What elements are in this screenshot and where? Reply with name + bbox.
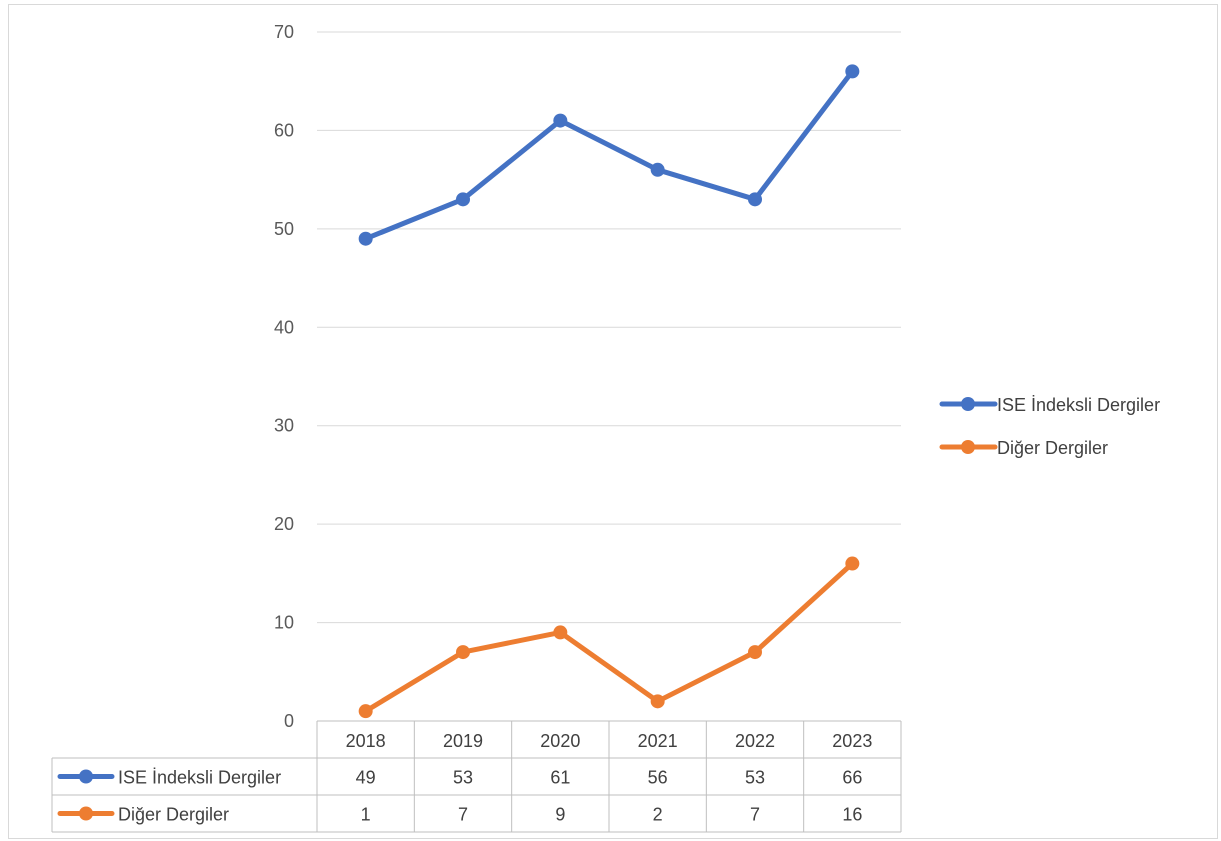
table-series-key-marker — [79, 769, 93, 784]
data-point — [553, 625, 568, 640]
data-point — [650, 162, 665, 177]
table-value-cell: 1 — [361, 805, 371, 825]
y-tick-label: 20 — [274, 514, 294, 534]
data-point — [845, 556, 860, 571]
data-point — [358, 231, 373, 246]
y-tick-label: 50 — [274, 219, 294, 239]
table-value-cell: 66 — [842, 768, 862, 788]
table-value-cell: 16 — [842, 805, 862, 825]
table-value-cell: 9 — [555, 805, 565, 825]
data-table: 2018 2019 2020 2021 2022 2023 ISE İndeksli Der… — [51, 720, 902, 833]
legend-label: ISE İndeksli Dergiler — [997, 395, 1160, 415]
table-header-cell: 2023 — [832, 731, 872, 751]
data-point — [748, 645, 762, 660]
chart-frame — [8, 4, 1218, 839]
data-point — [748, 192, 762, 207]
table-value-cell: 53 — [453, 768, 473, 788]
table-header-cell: 2022 — [735, 731, 775, 751]
table-series-name: Diğer Dergiler — [118, 805, 229, 825]
series-layer — [358, 64, 860, 719]
data-point — [358, 704, 373, 719]
table-series-key-marker — [79, 806, 93, 821]
legend-label: Diğer Dergiler — [997, 438, 1108, 458]
data-point — [553, 113, 568, 128]
table-series-name: ISE İndeksli Dergiler — [118, 768, 281, 788]
legend: ISE İndeksli Dergiler Diğer Dergiler — [939, 395, 1160, 458]
y-axis: 0 10 20 30 40 50 60 70 — [274, 22, 294, 731]
series-line — [363, 68, 855, 242]
table-value-cell: 53 — [745, 768, 765, 788]
table-header-cell: 2021 — [638, 731, 678, 751]
data-point — [650, 694, 665, 709]
series-line — [363, 561, 855, 714]
table-value-cell: 2 — [653, 805, 663, 825]
y-tick-label: 60 — [274, 120, 294, 140]
table-header-cell: 2018 — [346, 731, 386, 751]
table-value-cell: 7 — [750, 805, 760, 825]
data-point — [456, 192, 470, 207]
table-value-cell: 61 — [550, 768, 570, 788]
table-header-cell: 2019 — [443, 731, 483, 751]
data-point — [456, 645, 470, 660]
y-tick-label: 10 — [274, 613, 294, 633]
y-tick-label: 40 — [274, 317, 294, 337]
table-value-cell: 7 — [458, 805, 468, 825]
y-tick-label: 70 — [274, 22, 294, 42]
data-point — [845, 64, 860, 79]
legend-key-marker — [961, 397, 975, 411]
table-value-cell: 56 — [648, 768, 668, 788]
legend-key-marker — [961, 440, 975, 454]
table-value-cell: 49 — [356, 768, 376, 788]
table-header-cell: 2020 — [540, 731, 580, 751]
gridlines — [317, 31, 901, 624]
y-tick-label: 0 — [284, 711, 294, 731]
y-tick-label: 30 — [274, 416, 294, 436]
